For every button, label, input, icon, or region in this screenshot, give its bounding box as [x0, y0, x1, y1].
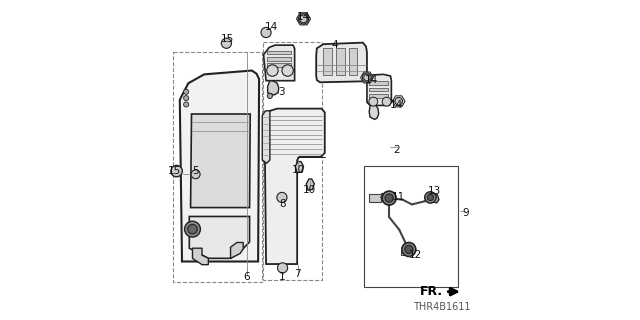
Circle shape: [395, 98, 403, 105]
Text: 8: 8: [279, 199, 286, 209]
Polygon shape: [367, 74, 392, 105]
Text: 6: 6: [244, 272, 250, 282]
Circle shape: [385, 194, 393, 202]
Circle shape: [184, 89, 189, 94]
Bar: [401, 251, 408, 255]
Polygon shape: [230, 243, 243, 258]
Text: 10: 10: [303, 185, 316, 195]
Text: 10: 10: [292, 164, 305, 174]
Text: 2: 2: [394, 145, 400, 155]
Text: 1: 1: [279, 272, 286, 282]
Circle shape: [425, 192, 436, 203]
Text: 14: 14: [265, 22, 278, 32]
Text: 4: 4: [332, 40, 339, 50]
Polygon shape: [268, 81, 279, 95]
Circle shape: [282, 65, 293, 76]
Text: 14: 14: [365, 75, 378, 85]
Text: 15: 15: [168, 166, 181, 176]
Circle shape: [278, 263, 287, 273]
Text: 13: 13: [428, 186, 442, 196]
Circle shape: [364, 74, 370, 81]
Circle shape: [369, 97, 378, 106]
Bar: [263, 42, 322, 280]
Polygon shape: [264, 45, 294, 81]
Bar: [336, 48, 345, 75]
Polygon shape: [295, 162, 303, 173]
Polygon shape: [360, 72, 373, 83]
Bar: [268, 57, 291, 61]
Polygon shape: [430, 193, 439, 203]
Text: 3: 3: [278, 87, 285, 97]
Polygon shape: [307, 179, 314, 190]
Text: 5: 5: [193, 166, 199, 176]
Circle shape: [300, 15, 307, 23]
Circle shape: [277, 192, 287, 203]
Bar: [349, 48, 357, 75]
Polygon shape: [193, 248, 209, 265]
Polygon shape: [381, 193, 392, 203]
Polygon shape: [316, 43, 367, 82]
Circle shape: [184, 102, 189, 107]
Bar: [369, 194, 381, 202]
Polygon shape: [180, 70, 259, 261]
Circle shape: [404, 245, 413, 253]
Bar: [268, 51, 291, 54]
Circle shape: [184, 96, 189, 101]
Polygon shape: [262, 111, 270, 163]
Text: 14: 14: [297, 12, 310, 22]
Bar: [364, 166, 458, 287]
Bar: [369, 81, 388, 85]
Text: THR4B1611: THR4B1611: [413, 302, 470, 312]
Circle shape: [171, 165, 182, 177]
Polygon shape: [296, 13, 310, 25]
Text: FR.: FR.: [420, 285, 443, 298]
Circle shape: [184, 221, 200, 237]
Bar: [268, 63, 291, 67]
Text: 7: 7: [294, 269, 301, 279]
Bar: [173, 52, 262, 283]
Polygon shape: [189, 216, 250, 258]
Text: 9: 9: [462, 208, 468, 218]
Circle shape: [298, 14, 308, 24]
Polygon shape: [191, 114, 250, 208]
Polygon shape: [369, 105, 379, 119]
Text: 11: 11: [392, 192, 405, 203]
Circle shape: [261, 28, 271, 37]
Bar: [323, 48, 332, 75]
Circle shape: [382, 97, 391, 106]
Text: 12: 12: [409, 250, 422, 260]
Circle shape: [267, 65, 278, 76]
Circle shape: [402, 243, 416, 256]
Circle shape: [428, 194, 433, 201]
Circle shape: [268, 93, 273, 99]
Circle shape: [362, 73, 371, 82]
Bar: [369, 94, 388, 98]
Text: 15: 15: [221, 34, 234, 44]
Circle shape: [221, 38, 232, 48]
Circle shape: [191, 170, 200, 179]
Polygon shape: [264, 108, 324, 264]
Bar: [369, 88, 388, 92]
Circle shape: [188, 224, 197, 234]
Circle shape: [382, 191, 396, 205]
Polygon shape: [392, 96, 405, 107]
Text: 14: 14: [390, 100, 403, 110]
